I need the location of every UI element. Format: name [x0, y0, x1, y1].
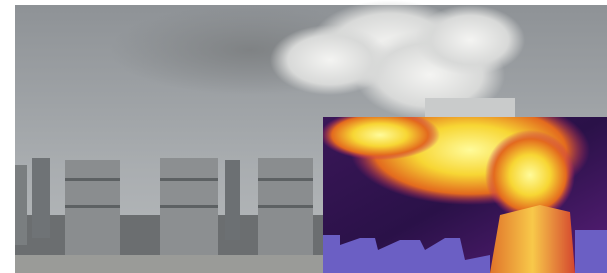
- thermal-plume: [485, 130, 575, 220]
- smoke: [270, 25, 390, 95]
- thermal-plume: [320, 110, 440, 160]
- building: [160, 158, 218, 260]
- cooling-tower: [425, 98, 515, 120]
- photo-frame: [0, 0, 607, 273]
- floor-line: [160, 178, 218, 181]
- floor-line: [65, 178, 120, 181]
- thermal-tower: [490, 205, 575, 273]
- building: [258, 158, 313, 260]
- thermal-buildings: [575, 230, 607, 273]
- chimney: [225, 160, 240, 240]
- floor-line: [160, 205, 218, 208]
- chimney: [32, 158, 50, 238]
- building: [65, 160, 120, 260]
- thermal-inset: [320, 95, 607, 273]
- photo: [0, 0, 607, 273]
- building: [15, 165, 27, 245]
- smoke: [415, 5, 525, 75]
- foreground: [15, 255, 325, 273]
- floor-line: [65, 205, 120, 208]
- floor-line: [258, 178, 313, 181]
- floor-line: [258, 205, 313, 208]
